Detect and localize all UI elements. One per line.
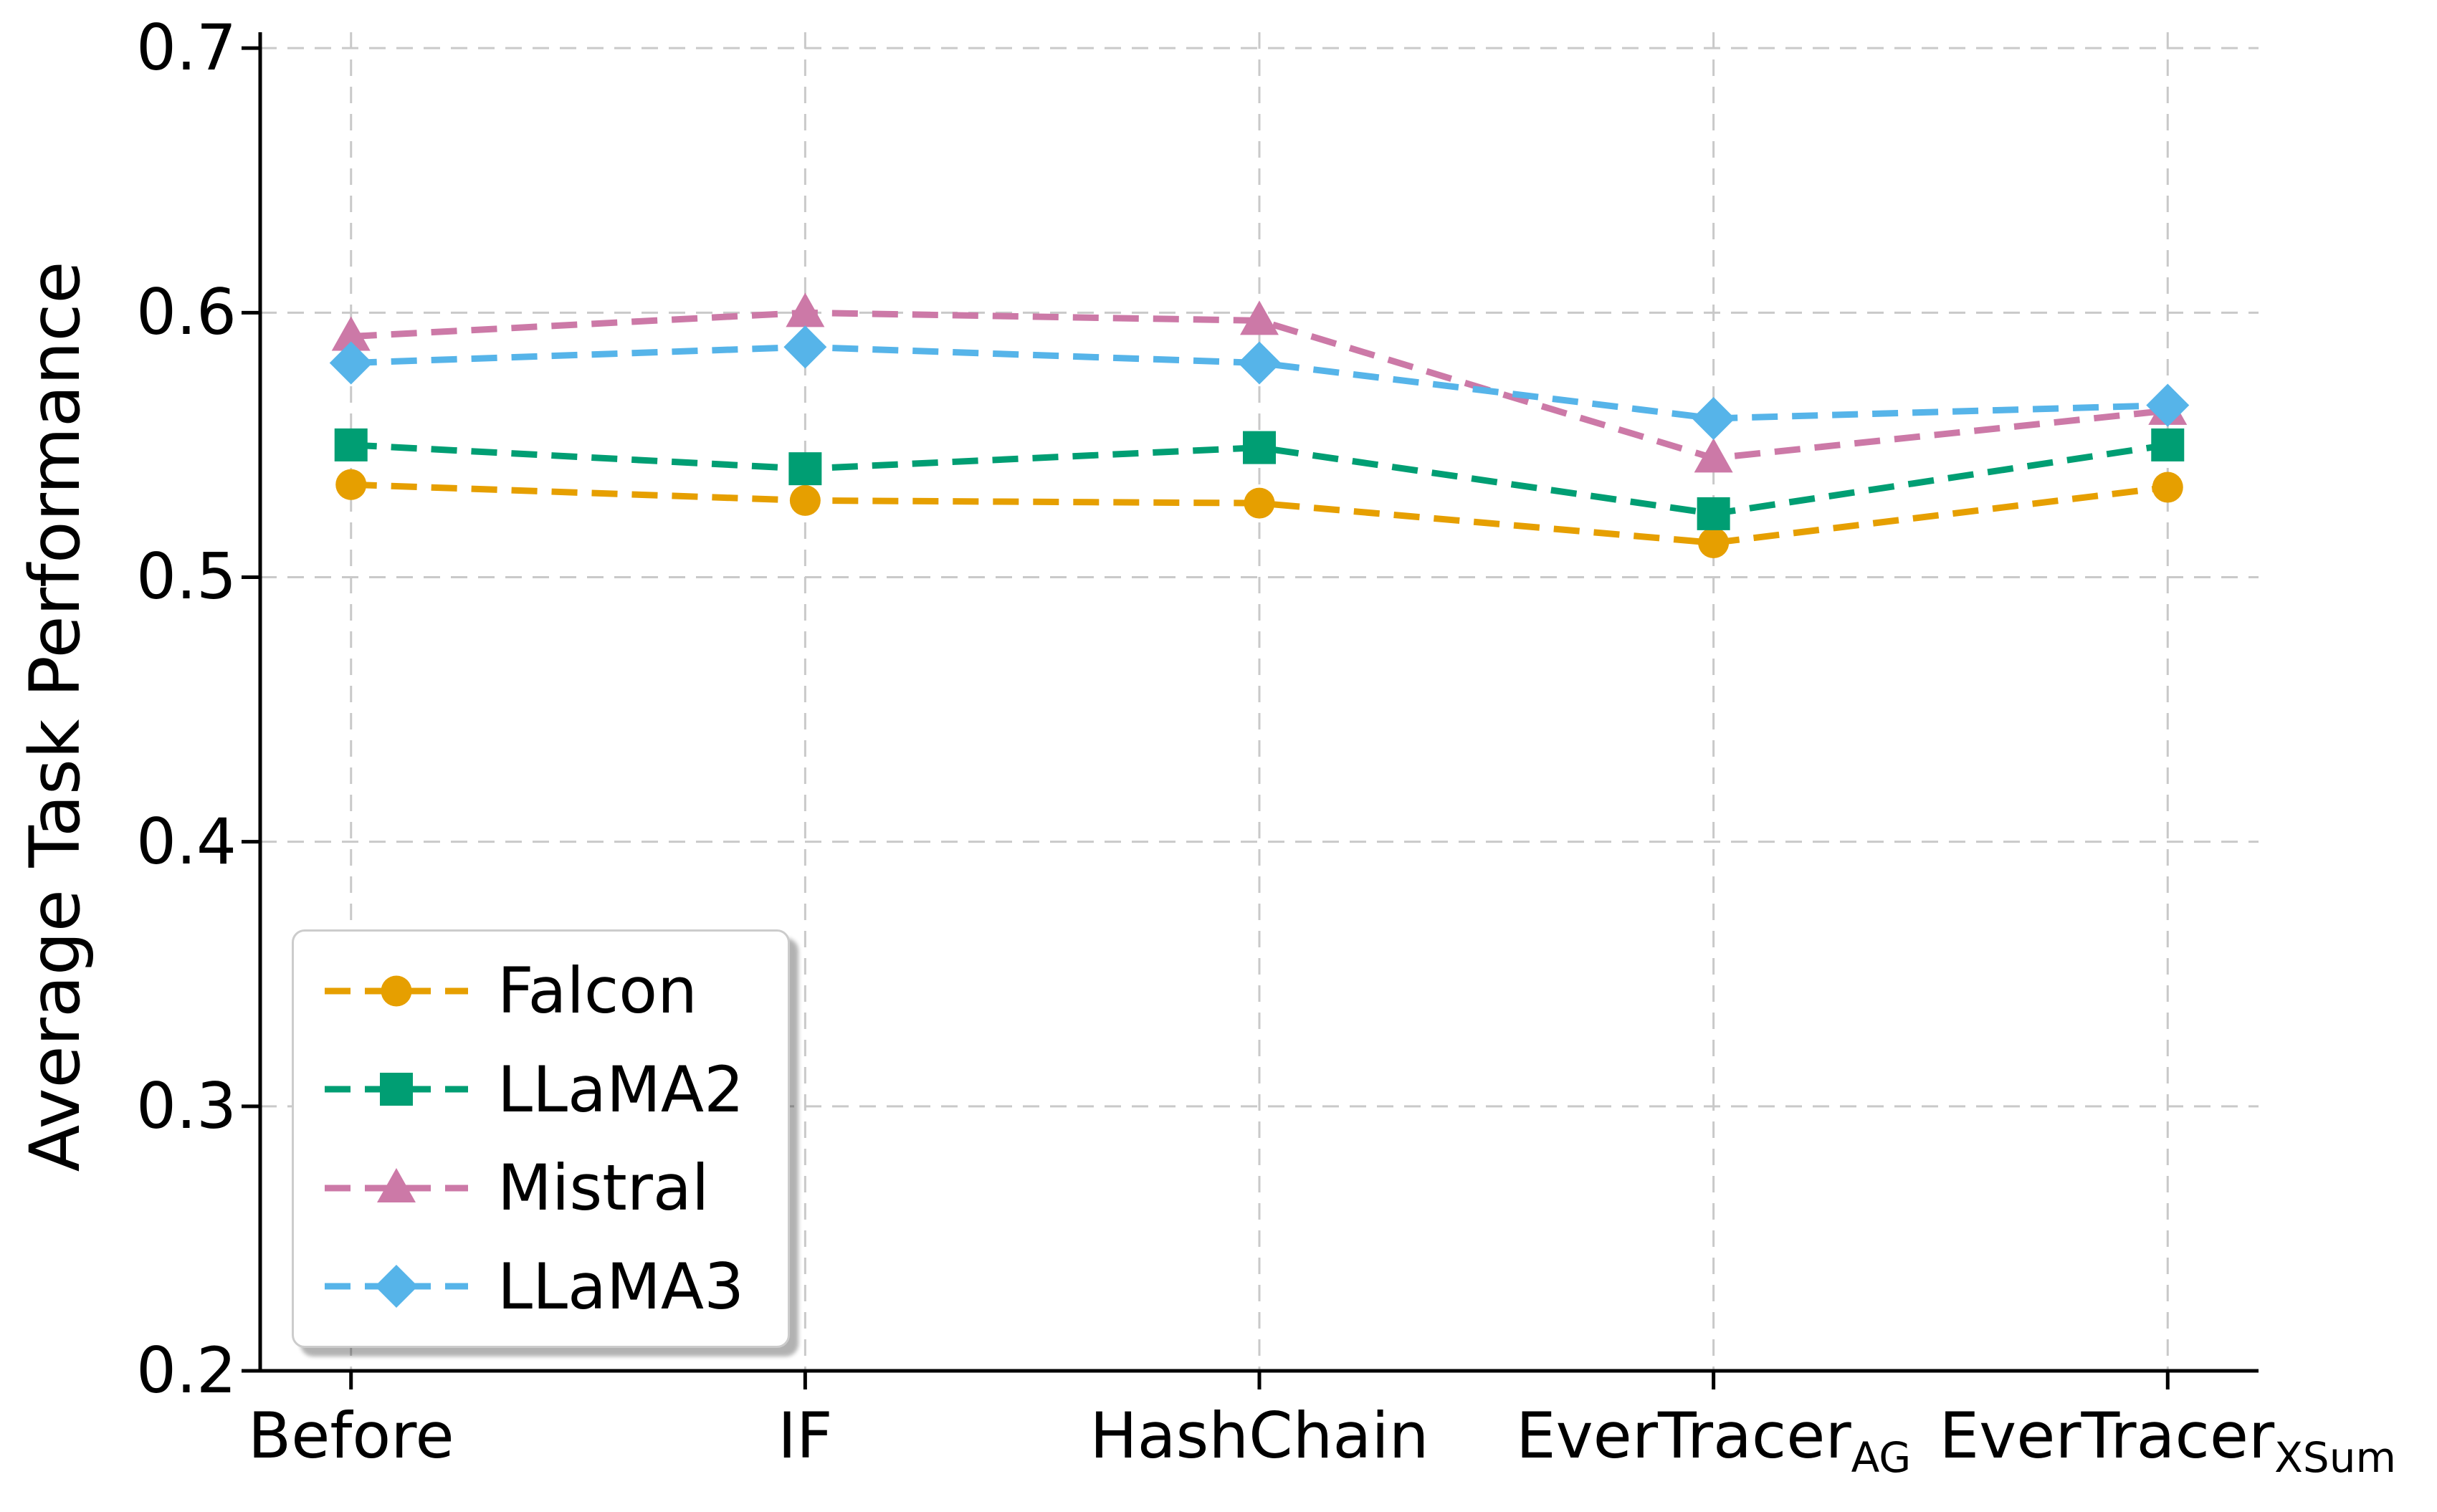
x-tick-label-text: HashChain xyxy=(1089,1399,1429,1473)
y-tick-label-0.4: 0.4 xyxy=(136,804,237,879)
x-tick-label-subscript: AG xyxy=(1851,1433,1912,1482)
legend-marker-diamond-icon xyxy=(325,1265,468,1308)
y-tick-label-0.7: 0.7 xyxy=(136,11,237,85)
x-tick-label-text: EverTracer xyxy=(1516,1399,1851,1473)
legend-item-LLaMA2: LLaMA2 xyxy=(294,1053,788,1126)
diamond-marker-icon xyxy=(375,1265,418,1308)
marker-Falcon-Before xyxy=(335,469,367,500)
legend-label-LLaMA3: LLaMA3 xyxy=(497,1249,745,1324)
marker-LLaMA2-IF xyxy=(788,452,822,486)
legend-marker-triangle-icon xyxy=(325,1167,468,1202)
marker-Mistral-IF xyxy=(786,292,825,327)
legend-item-Falcon: Falcon xyxy=(294,954,788,1028)
marker-Mistral-Before xyxy=(331,316,371,351)
x-tick-label-IF: IF xyxy=(778,1399,833,1473)
x-tick-label-HashChain: HashChain xyxy=(1089,1399,1429,1473)
marker-LLaMA3-EverTracer_AG xyxy=(1692,396,1735,440)
legend-label-Mistral: Mistral xyxy=(497,1151,710,1225)
marker-Falcon-IF xyxy=(789,484,821,516)
x-tick-label-text: EverTracer xyxy=(1939,1399,2275,1473)
marker-LLaMA2-EverTracer_XSum xyxy=(2151,428,2185,461)
legend: Falcon LLaMA2 Mistral LLaMA3 xyxy=(292,929,790,1348)
marker-LLaMA2-Before xyxy=(334,428,368,461)
marker-Falcon-EverTracer_AG xyxy=(1698,527,1730,558)
x-tick-label-EverTracer_AG: EverTracerAG xyxy=(1516,1399,1911,1478)
y-tick-label-0.2: 0.2 xyxy=(136,1334,237,1407)
triangle-marker-icon xyxy=(377,1167,416,1202)
y-axis-title: Average Task Performance xyxy=(15,261,95,1172)
y-tick-label-0.6: 0.6 xyxy=(136,275,237,350)
marker-Mistral-EverTracer_AG xyxy=(1694,438,1733,473)
marker-Falcon-EverTracer_XSum xyxy=(2152,472,2183,503)
x-tick-label-text: Before xyxy=(247,1399,454,1473)
y-tick-label-0.5: 0.5 xyxy=(136,540,237,614)
legend-item-Mistral: Mistral xyxy=(294,1151,788,1225)
marker-LLaMA3-Before xyxy=(329,341,373,385)
legend-marker-square-icon xyxy=(325,1073,468,1106)
marker-LLaMA2-EverTracer_AG xyxy=(1697,497,1730,530)
marker-LLaMA3-EverTracer_XSum xyxy=(2146,383,2190,427)
marker-Falcon-HashChain xyxy=(1244,487,1275,519)
marker-LLaMA2-HashChain xyxy=(1243,431,1276,464)
x-tick-label-text: IF xyxy=(778,1399,833,1473)
x-tick-label-subscript: XSum xyxy=(2274,1433,2396,1482)
y-tick-label-0.3: 0.3 xyxy=(136,1068,237,1143)
legend-item-LLaMA3: LLaMA3 xyxy=(294,1250,788,1324)
marker-Mistral-HashChain xyxy=(1240,300,1279,335)
square-marker-icon xyxy=(380,1073,413,1106)
legend-label-Falcon: Falcon xyxy=(497,954,697,1028)
marker-LLaMA3-HashChain xyxy=(1238,341,1281,385)
x-tick-label-EverTracer_XSum: EverTracerXSum xyxy=(1939,1399,2396,1478)
circle-marker-icon xyxy=(381,975,412,1007)
x-tick-label-Before: Before xyxy=(248,1399,454,1473)
legend-label-LLaMA2: LLaMA2 xyxy=(497,1052,745,1126)
series-line-LLaMA3 xyxy=(350,343,2168,422)
marker-LLaMA3-IF xyxy=(783,325,827,369)
legend-marker-circle-icon xyxy=(325,975,468,1007)
series-line-LLaMA2 xyxy=(350,441,2168,517)
series-line-Mistral xyxy=(350,309,2168,461)
